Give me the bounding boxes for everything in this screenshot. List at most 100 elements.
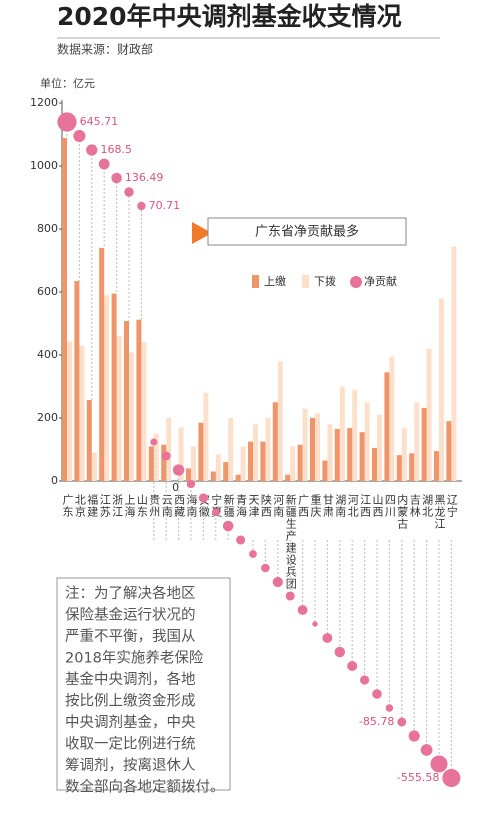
y-tick-label: 800 — [37, 222, 58, 235]
bar — [161, 444, 167, 481]
note-line: 按比例上缴资金形成 — [65, 693, 196, 710]
bar — [434, 451, 439, 481]
annotation-box — [207, 217, 407, 246]
x-tick-label: 河北 — [346, 494, 359, 518]
data-label: -85.78 — [359, 715, 394, 728]
bar — [240, 446, 246, 481]
net-dot — [186, 479, 196, 489]
data-label: 0 — [172, 481, 179, 494]
bar — [203, 392, 209, 481]
bar — [446, 421, 452, 481]
legend-swatch — [350, 276, 362, 288]
bar — [285, 474, 291, 481]
bar — [451, 246, 457, 481]
chart-title: 2020年中央调剂基金收支情况 — [57, 2, 402, 31]
x-tick-label: 贵州 — [148, 494, 161, 518]
bar — [99, 247, 105, 481]
net-dot — [408, 730, 420, 742]
bar — [389, 356, 395, 481]
net-dot — [172, 464, 185, 476]
net-dot — [372, 689, 382, 699]
data-label: 136.49 — [125, 171, 164, 184]
x-tick-label: 湖北 — [421, 494, 434, 518]
net-dot — [236, 535, 246, 545]
x-tick-label: 重庆 — [309, 493, 322, 518]
bar — [272, 402, 278, 481]
note-line: 2018年实施养老保险 — [65, 650, 204, 667]
bar — [124, 320, 129, 481]
note-line: 筹调剂，按离退休人 — [65, 757, 196, 774]
bar — [79, 345, 85, 481]
bar — [248, 441, 253, 481]
x-tick-label: 江苏 — [98, 494, 111, 518]
bar — [166, 418, 172, 481]
net-dot — [312, 621, 318, 627]
note-line: 注：为了解决各地区 — [65, 585, 196, 602]
net-dot — [73, 129, 86, 143]
y-tick-label: 400 — [37, 348, 58, 361]
note-line: 基金中央调剂，各地 — [65, 671, 196, 688]
net-dot — [322, 633, 333, 643]
net-dot — [98, 158, 110, 170]
bar — [191, 446, 196, 481]
bar — [315, 413, 320, 481]
bar — [377, 414, 382, 481]
net-dot — [347, 660, 358, 672]
bar — [265, 418, 271, 481]
legend-label: 净贡献 — [364, 274, 397, 288]
x-tick-label: 内蒙古 — [396, 493, 409, 530]
bar — [67, 341, 72, 481]
legend-swatch — [252, 275, 259, 288]
bar — [372, 447, 377, 481]
y-axis-label: 单位：亿元 — [40, 76, 95, 90]
bar — [290, 446, 296, 481]
x-tick-label: 广西 — [297, 494, 310, 518]
bar — [228, 418, 234, 481]
net-dot — [211, 508, 220, 516]
bar — [116, 336, 122, 481]
bar — [396, 455, 402, 481]
bar — [322, 460, 328, 481]
bar — [253, 424, 258, 481]
net-dot — [442, 768, 461, 788]
net-dot — [261, 563, 270, 573]
net-dot — [430, 755, 448, 773]
x-tick-label: 湖南 — [334, 494, 347, 518]
note-line: 收取一定比例进行统 — [65, 736, 196, 753]
net-dot — [137, 201, 146, 211]
x-tick-label: 上海 — [123, 494, 136, 518]
x-tick-label: 浙江 — [111, 494, 124, 518]
x-tick-label: 天津 — [247, 494, 260, 518]
bar — [302, 408, 308, 481]
bar — [86, 400, 92, 481]
x-tick-label: 辽宁 — [445, 494, 458, 518]
bar — [235, 474, 241, 481]
bar — [352, 389, 358, 481]
bar — [91, 452, 97, 481]
bar — [310, 418, 315, 481]
x-tick-label: 江西 — [359, 494, 372, 518]
annotation: 广东省净贡献最多 — [255, 224, 359, 240]
note-line: 保险基金运行状况的 — [65, 607, 196, 624]
x-tick-label: 海南 — [185, 493, 198, 518]
net-dot — [150, 438, 158, 446]
x-tick-label: 青海 — [235, 494, 248, 518]
bar — [153, 433, 159, 481]
subtitle: 数据来源：财政部 — [57, 42, 153, 57]
x-tick-label: 陕西 — [259, 493, 272, 518]
net-dot — [385, 704, 394, 712]
net-dot — [420, 744, 433, 756]
y-tick-label: 200 — [37, 411, 58, 424]
x-tick-label: 山西 — [371, 494, 384, 518]
x-tick-label: 北京 — [73, 494, 86, 518]
bar — [178, 427, 184, 481]
x-tick-label: 黑龙江 — [433, 494, 446, 530]
bar — [421, 407, 427, 481]
x-tick-label: 福建 — [86, 493, 99, 518]
bar — [439, 298, 444, 481]
data-label: 70.71 — [149, 199, 181, 212]
data-label: 645.71 — [80, 115, 119, 128]
legend-label: 上缴 — [264, 274, 286, 288]
